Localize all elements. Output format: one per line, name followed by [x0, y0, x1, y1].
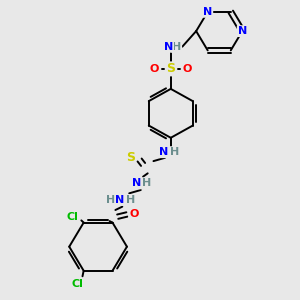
Text: H: H [169, 147, 179, 157]
Text: Cl: Cl [72, 279, 84, 289]
Text: N: N [203, 7, 212, 17]
Text: N: N [238, 26, 247, 36]
Text: O: O [182, 64, 192, 74]
Text: H: H [126, 195, 135, 205]
Text: N: N [159, 147, 169, 157]
Text: H: H [172, 42, 181, 52]
Text: S: S [166, 62, 175, 75]
Text: H: H [106, 195, 116, 205]
Text: H: H [142, 178, 151, 188]
Text: S: S [126, 151, 135, 164]
Text: N: N [131, 178, 141, 188]
Text: N: N [116, 195, 124, 205]
Text: N: N [164, 42, 173, 52]
Text: O: O [150, 64, 159, 74]
Text: Cl: Cl [66, 212, 78, 222]
Text: O: O [129, 209, 139, 219]
